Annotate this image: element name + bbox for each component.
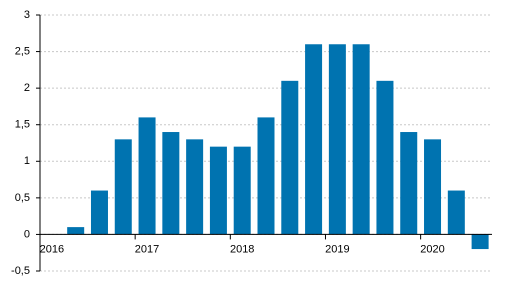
bar: [400, 132, 418, 235]
bar: [186, 139, 204, 235]
y-tick-label: -0,5: [11, 265, 30, 277]
x-tick-label: 2020: [420, 243, 444, 255]
bar: [424, 139, 442, 235]
bar: [233, 146, 251, 235]
bar: [376, 80, 394, 235]
y-tick-label: 1: [24, 155, 30, 167]
bar: [67, 227, 85, 235]
bar: [447, 190, 465, 235]
y-tick-label: 1,5: [15, 119, 30, 131]
y-tick-label: 0,5: [15, 192, 30, 204]
bar: [138, 117, 156, 235]
bar: [257, 117, 275, 235]
bar: [281, 80, 299, 235]
y-tick-label: 0: [24, 228, 30, 240]
y-tick-label: 2,5: [15, 45, 30, 57]
bar: [471, 234, 489, 250]
x-tick-label: 2016: [40, 243, 64, 255]
bar: [305, 44, 323, 235]
bar: [90, 190, 108, 235]
x-tick-label: 2017: [135, 243, 159, 255]
y-tick-label: 2: [24, 82, 30, 94]
x-tick-label: 2018: [230, 243, 254, 255]
bar: [352, 44, 370, 235]
bar: [162, 132, 180, 235]
bar: [328, 44, 346, 235]
bar: [114, 139, 132, 235]
x-tick-label: 2019: [325, 243, 349, 255]
bar: [209, 146, 227, 235]
y-tick-label: 3: [24, 9, 30, 21]
